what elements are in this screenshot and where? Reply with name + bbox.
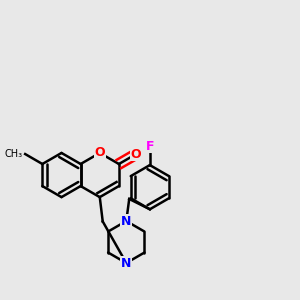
Text: O: O [94,146,105,159]
Text: N: N [121,256,131,269]
Text: N: N [121,214,131,228]
Text: CH₃: CH₃ [5,149,23,159]
Text: O: O [131,148,141,160]
Text: F: F [146,140,154,153]
